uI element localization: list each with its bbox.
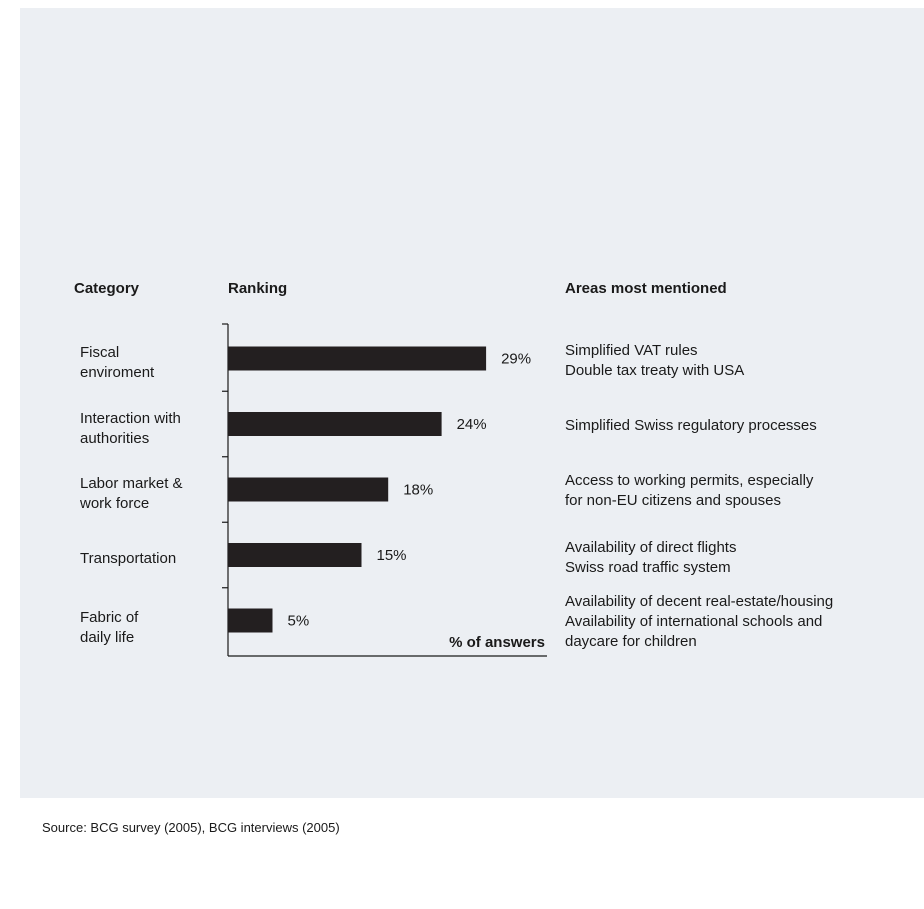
area-line: for non-EU citizens and spouses (565, 492, 781, 509)
category-line: enviroment (80, 364, 155, 381)
bar-value-label: 18% (403, 482, 433, 499)
category-line: authorities (80, 430, 150, 447)
bar (228, 412, 442, 436)
bar-value-label: 15% (377, 547, 407, 564)
area-line: Swiss road traffic system (565, 559, 731, 576)
area-line: Availability of international schools an… (565, 613, 823, 630)
category-line: Labor market & (80, 475, 183, 492)
area-line: daycare for children (565, 633, 697, 650)
bar (228, 608, 273, 633)
category-line: Fiscal (80, 344, 120, 361)
bar (228, 346, 487, 371)
category-label-transportation: Transportation (80, 549, 220, 569)
category-header: Category (74, 280, 140, 297)
bar-value-label: 5% (288, 613, 310, 630)
x-axis-label: % of answers (449, 634, 545, 651)
bar-layer: 29% 24% 18% 15% 5% (228, 346, 531, 633)
areas-daily-life: Availability of decent real-estate/housi… (565, 592, 905, 652)
category-label-labor: Labor market & work force (80, 474, 220, 514)
area-line: Simplified VAT rules (565, 342, 698, 359)
category-line: work force (80, 495, 150, 512)
area-line: Simplified Swiss regulatory processes (565, 417, 817, 434)
category-line: Fabric of (80, 609, 139, 626)
bar-value-label: 29% (501, 351, 531, 368)
areas-transportation: Availability of direct flights Swiss roa… (565, 538, 905, 578)
area-line: Availability of decent real-estate/housi… (565, 593, 834, 610)
category-label-authorities: Interaction with authorities (80, 409, 220, 449)
source-note: Source: BCG survey (2005), BCG interview… (42, 820, 340, 835)
category-label-fiscal: Fiscal enviroment (80, 343, 220, 383)
bar (228, 543, 362, 567)
category-label-daily-life: Fabric of daily life (80, 608, 220, 648)
areas-fiscal: Simplified VAT rules Double tax treaty w… (565, 341, 905, 381)
category-line: daily life (80, 629, 135, 646)
chart-panel (20, 8, 924, 798)
area-line: Double tax treaty with USA (565, 362, 745, 379)
areas-authorities: Simplified Swiss regulatory processes (565, 416, 905, 436)
area-line: Access to working permits, especially (565, 472, 814, 489)
bar (228, 477, 389, 502)
area-line: Availability of direct flights (565, 539, 737, 556)
areas-header: Areas most mentioned (565, 280, 727, 297)
category-line: Interaction with (80, 410, 181, 427)
category-line: Transportation (80, 550, 177, 567)
bar-value-label: 24% (457, 416, 487, 433)
areas-labor: Access to working permits, especially fo… (565, 471, 905, 511)
ranking-header: Ranking (228, 280, 288, 297)
